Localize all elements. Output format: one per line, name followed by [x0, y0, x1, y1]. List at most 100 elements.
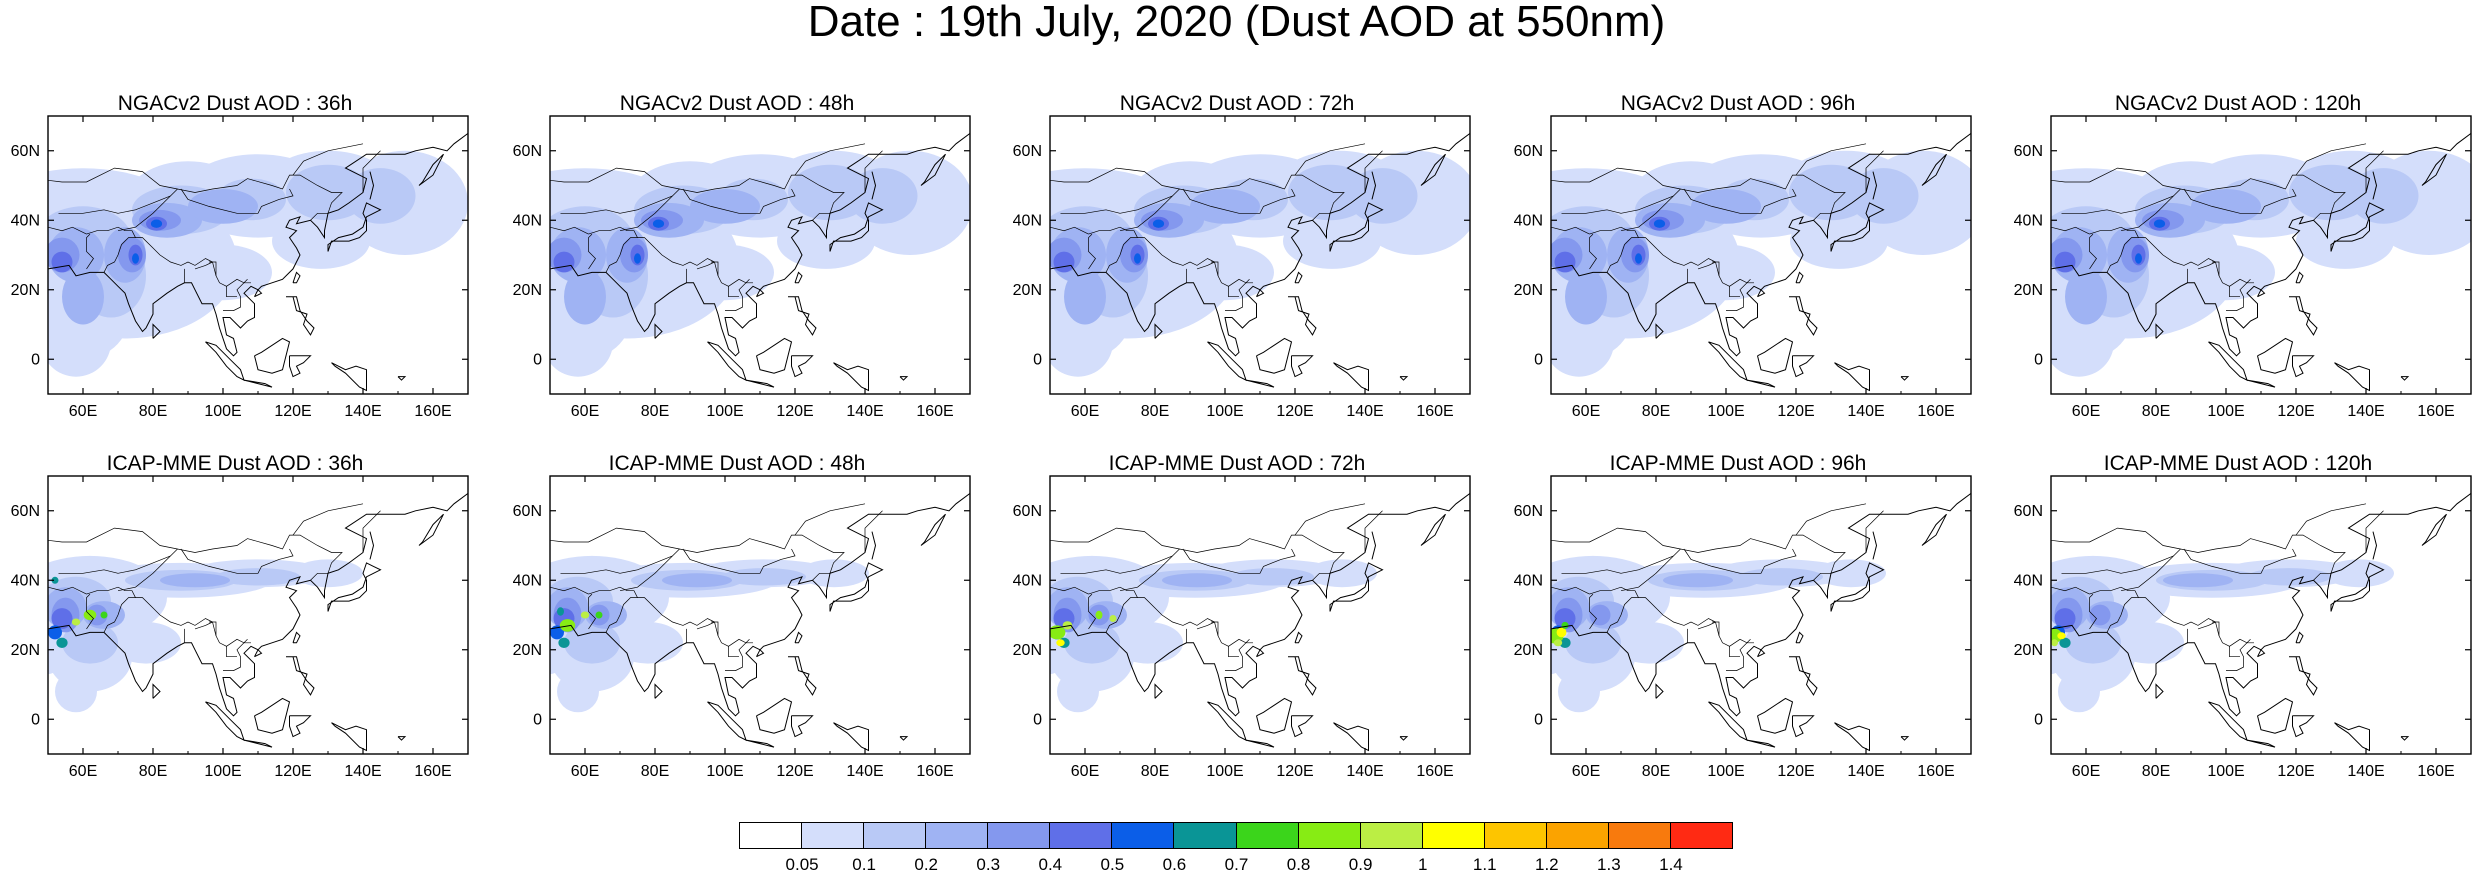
colorbar-swatch [1421, 822, 1485, 849]
country-border [1551, 226, 1590, 235]
colorbar-label: 0.2 [914, 855, 938, 874]
colorbar-label: 1 [1417, 855, 1428, 874]
coastline [1834, 722, 1870, 752]
coastline [1256, 337, 1293, 374]
lon-tick-label: 100E [2207, 403, 2244, 420]
coastlines [2051, 132, 2471, 394]
coastline [286, 656, 315, 696]
lon-tick-label: 100E [1206, 763, 1243, 780]
coastline [292, 271, 301, 284]
dust-blob [216, 568, 300, 586]
dust-blob [2059, 637, 2071, 648]
coastline [205, 341, 245, 382]
lat-tick-label: 40N [1514, 212, 1543, 229]
coastline [1872, 531, 1878, 560]
country-border [1050, 226, 1089, 235]
coastline [1708, 341, 1748, 382]
coastline [254, 648, 263, 658]
country-border [1726, 279, 1751, 311]
country-border [2183, 188, 2297, 214]
coastline [331, 362, 367, 392]
dust-blob [1556, 627, 1567, 638]
lat-tick-label: 20N [1514, 642, 1543, 659]
country-border [1712, 621, 1720, 636]
dust-blob [2058, 670, 2100, 713]
map-plot: 60E 80E 100E 120E 140E 160E 0 20N 40N 60N [513, 475, 971, 780]
coastline [1655, 683, 1664, 699]
coastline [418, 153, 444, 186]
lon-tick-label: 160E [1416, 763, 1453, 780]
panel-title: ICAP-MME Dust AOD : 36h [106, 452, 364, 475]
map-plot: 60E 80E 100E 120E 140E 160E 0 20N 40N 60N [2014, 475, 2472, 780]
coastlines [2051, 492, 2471, 754]
coastline [2208, 341, 2248, 382]
country-border [1795, 143, 1867, 176]
country-border [2365, 150, 2384, 193]
coastline [243, 379, 273, 388]
coastline [418, 513, 444, 546]
lon-tick-label: 160E [916, 763, 953, 780]
lon-tick-label: 140E [846, 763, 883, 780]
coastline [152, 683, 161, 699]
coastline [2400, 736, 2410, 741]
coastlines [48, 132, 468, 394]
coastline [397, 736, 407, 741]
panel-title: NGACv2 Dust AOD : 48h [619, 92, 855, 115]
lon-tick-label: 80E [1141, 403, 1169, 420]
lat-tick-label: 0 [31, 351, 40, 368]
dust-blob [1134, 253, 1141, 264]
lat-tick-label: 60N [1013, 143, 1042, 160]
dust-blob [1739, 568, 1823, 586]
dust-blob [564, 268, 606, 325]
dust-blob [550, 625, 564, 640]
map-panel: NGACv2 Dust AOD : 120h 60E 80E 100E 120E 140E… [2003, 92, 2473, 452]
dust-field [48, 555, 363, 713]
coastline [1399, 376, 1409, 381]
lon-tick-label: 140E [1847, 403, 1884, 420]
dust-blob [2054, 251, 2076, 273]
country-border [362, 510, 381, 553]
coastline [1294, 631, 1303, 644]
dust-field [2051, 555, 2394, 713]
country-border [2295, 503, 2367, 536]
coastline [254, 337, 291, 374]
lon-tick-label: 80E [1141, 763, 1169, 780]
dust-blob [847, 168, 918, 224]
coastline [48, 132, 468, 357]
coastline [1256, 648, 1265, 658]
lon-tick-label: 80E [139, 403, 167, 420]
coastline [1245, 379, 1275, 388]
dust-blob [62, 268, 104, 325]
map-panel: ICAP-MME Dust AOD : 48h 60E 80E 100E 120E 140… [502, 452, 972, 812]
coastline [1399, 736, 1409, 741]
dust-blob [634, 253, 641, 264]
lat-tick-label: 40N [513, 572, 542, 589]
dust-blob [188, 189, 258, 224]
coastline [791, 355, 814, 378]
lat-tick-label: 0 [31, 711, 40, 728]
country-border [86, 586, 251, 647]
coastline [899, 376, 909, 381]
country-border [2313, 212, 2331, 221]
coastline [152, 323, 161, 339]
dust-blob [1056, 639, 1065, 647]
lat-tick-label: 20N [2014, 282, 2043, 299]
lon-tick-label: 120E [1276, 403, 1313, 420]
coastline [833, 362, 869, 392]
coastline [1746, 739, 1776, 748]
coastline [254, 697, 291, 734]
coastline [2400, 376, 2410, 381]
dust-blob [1589, 604, 1611, 626]
lon-tick-label: 60E [1071, 763, 1099, 780]
country-border [696, 261, 715, 270]
country-border [2089, 233, 2097, 270]
country-border [1228, 646, 1239, 658]
country-border [2197, 621, 2216, 630]
coastlines [1050, 492, 1470, 754]
country-border [812, 572, 830, 581]
country-border [194, 261, 213, 270]
lon-tick-label: 120E [2277, 403, 2314, 420]
dust-blob [48, 625, 62, 640]
lon-tick-label: 60E [2072, 403, 2100, 420]
